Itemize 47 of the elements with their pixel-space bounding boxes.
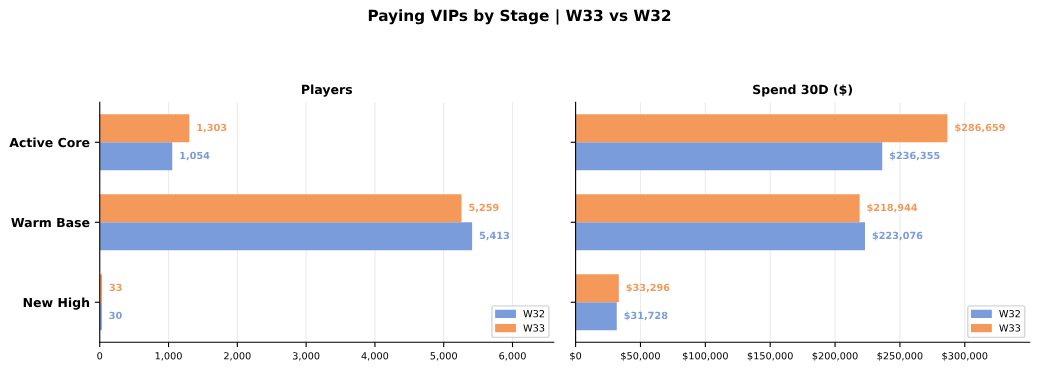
data-label: $33,296 bbox=[626, 283, 670, 293]
data-label: $236,355 bbox=[889, 151, 940, 161]
x-tick-label: 0 bbox=[97, 352, 103, 360]
bar bbox=[575, 302, 617, 331]
chart-title: Players bbox=[302, 84, 353, 97]
data-label: 33 bbox=[109, 283, 122, 292]
y-tick-label: Warm Base bbox=[11, 217, 90, 228]
data-label: 5,413 bbox=[479, 231, 510, 241]
x-tick-label: 6,000 bbox=[499, 352, 526, 361]
x-tick-label: $300,000 bbox=[942, 351, 988, 361]
bar bbox=[99, 142, 173, 171]
x-tick-label: $50,000 bbox=[621, 351, 660, 361]
data-label: 5,259 bbox=[469, 203, 499, 213]
legend-label: W33 bbox=[999, 324, 1021, 332]
x-tick-label: $250,000 bbox=[877, 351, 923, 361]
legend-label: W32 bbox=[999, 309, 1020, 318]
chart-title: Spend 30D ($) bbox=[753, 84, 852, 97]
bar bbox=[99, 302, 102, 331]
y-tick-label: New High bbox=[23, 297, 90, 310]
data-label: $218,944 bbox=[867, 203, 918, 213]
data-label: 1,054 bbox=[180, 151, 210, 161]
x-tick-label: $100,000 bbox=[682, 351, 728, 361]
data-label: 1,303 bbox=[197, 123, 227, 133]
legend-label: W33 bbox=[523, 324, 545, 332]
x-tick-label: 5,000 bbox=[430, 352, 457, 361]
bar bbox=[575, 222, 865, 251]
x-tick-label: $200,000 bbox=[812, 351, 858, 361]
bar bbox=[99, 114, 190, 143]
bar bbox=[575, 274, 619, 303]
x-tick-label: 4,000 bbox=[361, 352, 389, 361]
bar bbox=[575, 194, 860, 223]
bar bbox=[99, 194, 462, 223]
data-label: 30 bbox=[109, 311, 122, 320]
text: Paying VIPs by Stage | W33 vs W32 bbox=[368, 9, 671, 25]
x-tick-label: 2,000 bbox=[224, 352, 251, 361]
x-tick-label: $0 bbox=[570, 351, 582, 361]
legend-label: W32 bbox=[523, 309, 545, 318]
data-label: $286,659 bbox=[955, 123, 1005, 133]
y-tick-label: Active Core bbox=[9, 137, 90, 148]
bar bbox=[575, 142, 883, 171]
bar bbox=[99, 222, 473, 251]
data-label: $223,076 bbox=[872, 231, 923, 241]
x-tick-label: 3,000 bbox=[292, 352, 320, 361]
bar bbox=[575, 114, 948, 143]
x-tick-label: 1,000 bbox=[155, 352, 182, 361]
x-tick-label: $150,000 bbox=[747, 351, 793, 361]
data-label: $31,728 bbox=[624, 311, 668, 321]
